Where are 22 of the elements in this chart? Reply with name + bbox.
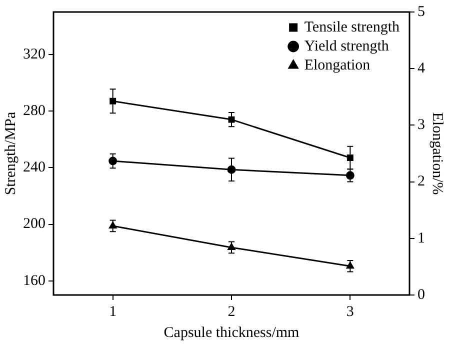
y-tick-label: 240 [23,160,46,176]
legend-label: Tensile strength [304,19,400,36]
y2-tick-label: 2 [418,174,425,190]
legend-label: Elongation [304,57,371,74]
x-axis-title: Capsule thickness/mm [164,324,300,341]
y2-tick-label: 4 [418,60,426,77]
point [110,98,116,104]
x-tick-label: 2 [228,304,236,320]
y-tick-label: 200 [23,216,46,232]
point [346,154,354,161]
y-axis-title: Strength/MPa [2,111,19,196]
y2-tick-label: 1 [418,230,425,246]
y2-tick-label: 3 [418,117,425,134]
y-tick-label: 280 [23,102,46,119]
y-tick-label: 160 [23,272,46,289]
x-tick-label: 3 [346,304,354,320]
legend-label: Yield strength [304,38,390,54]
x-tick-label: 1 [109,304,117,320]
y2-tick-label: 5 [418,4,425,20]
y2-axis-title: Elongation/% [429,112,446,195]
y-tick-label: 320 [23,46,46,62]
y2-tick-label: 0 [418,286,425,303]
